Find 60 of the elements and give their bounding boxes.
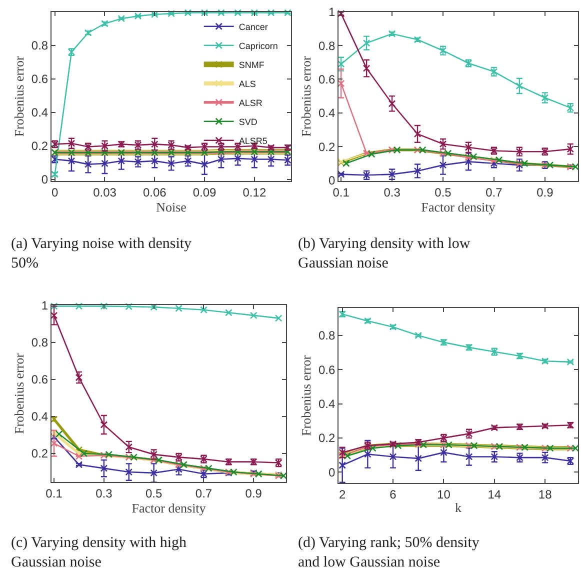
x-tick-label: 0.1 bbox=[332, 185, 350, 200]
x-tick-label: 2 bbox=[338, 488, 346, 502]
y-axis-title: Frobenius error bbox=[298, 56, 314, 137]
y-tick-label: 0.4 bbox=[318, 106, 336, 120]
y-tick-label: 0.2 bbox=[318, 140, 336, 154]
y-tick-label: 0.8 bbox=[31, 335, 48, 350]
text: (a) Varying noise with density 50% bbox=[11, 236, 192, 272]
x-tick-label: 0.5 bbox=[145, 486, 162, 501]
y-tick-label: 0.8 bbox=[318, 328, 336, 343]
y-tick-label: 0.8 bbox=[318, 38, 336, 53]
x-tick-label: 10 bbox=[437, 488, 451, 502]
legend-label: Cancer bbox=[238, 22, 268, 32]
y-tick-label: 0.6 bbox=[31, 72, 48, 86]
legend-label: ALSR5 bbox=[238, 136, 268, 146]
legend-label: SNMF bbox=[238, 60, 265, 70]
x-tick-label: 0.5 bbox=[434, 185, 452, 200]
y-tick-label: 0.4 bbox=[31, 410, 48, 424]
text: (b) Varying density with low Gaussian noise bbox=[298, 236, 470, 272]
legend-label: Capricorn bbox=[238, 40, 278, 51]
y-tick-label: 1 bbox=[328, 5, 336, 20]
y-tick-label: 0.8 bbox=[31, 38, 48, 53]
x-tick-label: 0.06 bbox=[142, 185, 167, 200]
x-tick-label: 14 bbox=[488, 488, 502, 502]
y-tick-label: 0 bbox=[41, 172, 48, 187]
y-tick-label: 0.4 bbox=[318, 396, 336, 411]
x-tick-label: 0 bbox=[52, 185, 59, 200]
x-axis-title: Factor density bbox=[132, 500, 206, 516]
x-axis-title: k bbox=[455, 500, 462, 516]
legend-label: ALSR bbox=[238, 98, 263, 108]
y-tick-label: 0.4 bbox=[31, 106, 48, 120]
x-tick-label: 0.09 bbox=[192, 185, 217, 200]
y-axis-title: Frobenius error bbox=[298, 354, 314, 436]
y-axis-title: Frobenius error bbox=[11, 56, 26, 137]
y-tick-label: 0 bbox=[328, 465, 336, 480]
y-tick-label: 0.6 bbox=[31, 372, 48, 387]
y-tick-label: 0.6 bbox=[318, 362, 336, 377]
x-tick-label: 0.1 bbox=[46, 486, 63, 501]
x-tick-label: 0.7 bbox=[486, 185, 503, 200]
x-tick-label: 18 bbox=[538, 488, 552, 502]
y-tick-label: 0 bbox=[328, 173, 336, 188]
text: (d) Varying rank; 50% density and low Gaussian noise bbox=[298, 535, 480, 570]
y-tick-label: 0.2 bbox=[31, 139, 48, 154]
y-axis-title: Frobenius error bbox=[11, 352, 26, 434]
x-tick-label: 0.9 bbox=[536, 185, 554, 200]
x-tick-label: 0.7 bbox=[195, 486, 212, 501]
x-tick-label: 0.3 bbox=[96, 486, 113, 501]
y-tick-label: 0.2 bbox=[318, 431, 336, 446]
x-tick-label: 6 bbox=[390, 488, 397, 502]
x-axis-title: Noise bbox=[156, 199, 187, 214]
x-tick-label: 0.03 bbox=[93, 185, 117, 200]
y-tick-label: 1 bbox=[41, 298, 48, 312]
x-tick-label: 0.9 bbox=[245, 486, 262, 501]
legend-label: SVD bbox=[238, 116, 258, 127]
x-tick-label: 0.3 bbox=[384, 185, 401, 200]
y-tick-label: 0.6 bbox=[318, 72, 336, 86]
y-tick-label: 0.2 bbox=[31, 446, 48, 461]
x-tick-label: 0.12 bbox=[242, 185, 266, 200]
x-axis-title: Factor density bbox=[421, 199, 496, 214]
legend-label: ALS bbox=[238, 78, 256, 89]
text: (c) Varying density with high Gaussian noise bbox=[11, 535, 188, 570]
